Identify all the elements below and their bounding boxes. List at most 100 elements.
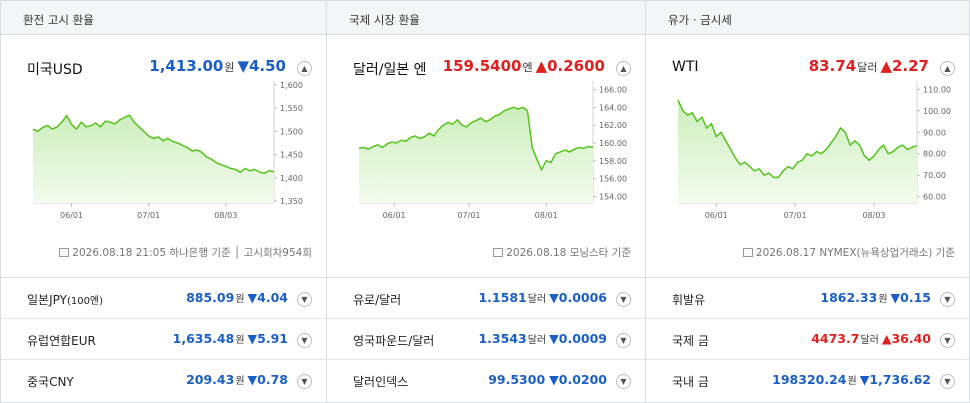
column-exchange-posted: 환전 고시 환율 미국USD 1,413.00원 ▼4.50 ▲ 1,600 1,5… [1, 1, 326, 402]
y-tick-label: 160.00 [599, 139, 627, 148]
y-tick-label: 1,500 [280, 127, 303, 136]
column-header: 국제 시장 환율 [327, 1, 645, 35]
chevron-down-icon[interactable]: ▼ [297, 333, 312, 348]
y-tick-label: 1,450 [280, 151, 303, 160]
row-name: 휘발유 [672, 293, 706, 307]
x-tick-label: 06/01 [60, 211, 83, 220]
row-value: 198320.24 [772, 372, 847, 387]
source-name: 하나은행 기준 [169, 247, 231, 259]
row-unit: 달러 [527, 294, 547, 305]
chevron-down-icon[interactable]: ▼ [297, 374, 312, 389]
y-tick-label: 158.00 [599, 157, 627, 166]
document-icon [742, 248, 753, 257]
quote-name: 달러/일본 엔 [353, 62, 427, 78]
list-item[interactable]: 국제 금 4473.7달러 ▲36.40 ▼ [646, 319, 969, 360]
source-name: 모닝스타 기준 [569, 247, 631, 259]
y-tick-label: 1,600 [280, 81, 303, 90]
list-item[interactable]: 유로/달러 1.1581달러 ▼0.0006 ▼ [327, 278, 645, 319]
main-quote[interactable]: 달러/일본 엔 159.5400엔 ▲0.2600 ▲ 166.00 164.00 1… [327, 35, 645, 278]
list-item[interactable]: 일본JPY(100엔) 885.09원 ▼4.04 ▼ [1, 278, 326, 319]
y-tick-label: 80.00 [923, 150, 946, 159]
chevron-up-icon[interactable]: ▲ [940, 61, 955, 76]
row-unit: 달러 [527, 335, 547, 346]
y-tick-label: 1,550 [280, 104, 303, 113]
source-line: 2026.08.17 NYMEX(뉴욕상업거래소) 기준 [742, 245, 955, 260]
source-date: 2026.08.17 [755, 247, 817, 259]
main-quote[interactable]: 미국USD 1,413.00원 ▼4.50 ▲ 1,600 1,550 1,500 1,… [1, 35, 326, 278]
row-value: 209.43 [186, 372, 235, 387]
list-item[interactable]: 국내 금 198320.24원 ▼1,736.62 ▼ [646, 360, 969, 401]
row-value: 4473.7 [811, 331, 860, 346]
row-change: ▼0.15 [890, 290, 931, 305]
x-tick-label: 07/01 [137, 211, 160, 220]
list-item[interactable]: 휘발유 1862.33원 ▼0.15 ▼ [646, 278, 969, 319]
row-value-group: 1.1581달러 ▼0.0006 [478, 290, 607, 305]
quote-value-group: 1,413.00원 ▼4.50 [149, 57, 286, 75]
y-tick-label: 110.00 [923, 85, 951, 94]
row-name: 중국CNY [27, 373, 74, 390]
row-unit: 원 [235, 294, 245, 305]
y-tick-label: 164.00 [599, 103, 627, 112]
list-item[interactable]: 달러인덱스 99.5300 ▼0.0200 ▼ [327, 360, 645, 401]
chevron-down-icon[interactable]: ▼ [616, 374, 631, 389]
row-change: ▼0.0200 [549, 372, 607, 387]
row-name: 유럽연합EUR [27, 332, 96, 349]
series-line [32, 114, 275, 174]
document-icon [493, 248, 504, 257]
row-value-group: 1862.33원 ▼0.15 [820, 290, 931, 305]
column-international-market: 국제 시장 환율 달러/일본 엔 159.5400엔 ▲0.2600 ▲ 166.… [326, 1, 645, 402]
chevron-up-icon[interactable]: ▲ [297, 61, 312, 76]
quote-change: ▲2.27 [880, 57, 929, 75]
quote-name: 미국USD [27, 62, 83, 78]
chevron-down-icon[interactable]: ▼ [940, 374, 955, 389]
x-tick-label: 07/01 [457, 211, 480, 220]
chevron-down-icon[interactable]: ▼ [297, 292, 312, 307]
chevron-down-icon[interactable]: ▼ [940, 292, 955, 307]
x-tick-label: 06/01 [383, 211, 406, 220]
row-name-text: 일본JPY [27, 293, 67, 307]
quote-value: 159.5400 [442, 57, 522, 75]
x-tick-label: 08/01 [535, 211, 558, 220]
row-change: ▼0.0006 [549, 290, 607, 305]
quote-unit: 원 [224, 61, 235, 74]
list-item[interactable]: 중국CNY 209.43원 ▼0.78 ▼ [1, 360, 326, 401]
source-line: 2026.08.18 모닝스타 기준 [493, 245, 631, 260]
chevron-down-icon[interactable]: ▼ [616, 333, 631, 348]
row-name: 영국파운드/달러 [353, 334, 435, 348]
row-change: ▼4.04 [247, 290, 288, 305]
chart-wti: 110.00 100.00 90.00 80.00 70.00 60.00 06/01 07/… [646, 79, 969, 239]
column-oil-gold: 유가 · 금시세 WTI 83.74달러 ▲2.27 ▲ 110.00 100.00… [645, 1, 969, 402]
quote-name: WTI [672, 59, 699, 75]
chevron-up-icon[interactable]: ▲ [616, 61, 631, 76]
series-line [677, 99, 918, 179]
row-change: ▼0.0009 [549, 331, 607, 346]
y-tick-label: 70.00 [923, 171, 946, 180]
main-quote[interactable]: WTI 83.74달러 ▲2.27 ▲ 110.00 100.00 90.00 80.0… [646, 35, 969, 278]
list-item[interactable]: 유럽연합EUR 1,635.48원 ▼5.91 ▼ [1, 319, 326, 360]
row-unit: 원 [235, 376, 245, 387]
row-value: 1,635.48 [172, 331, 235, 346]
row-change: ▲36.40 [881, 331, 931, 346]
quote-value-group: 83.74달러 ▲2.27 [809, 57, 929, 75]
y-tick-label: 90.00 [923, 128, 946, 137]
row-name: 일본JPY(100엔) [27, 291, 103, 308]
chevron-down-icon[interactable]: ▼ [940, 333, 955, 348]
row-value-group: 1.3543달러 ▼0.0009 [478, 331, 607, 346]
chart-usd: 1,600 1,550 1,500 1,450 1,400 1,350 06/01 07/01… [1, 79, 326, 239]
quote-value: 1,413.00 [149, 57, 224, 75]
y-tick-label: 162.00 [599, 121, 627, 130]
y-tick-label: 100.00 [923, 107, 951, 116]
source-line: 2026.08.18 21:05 하나은행 기준 │ 고시회차954회 [59, 245, 312, 260]
row-change: ▼5.91 [247, 331, 288, 346]
quote-value: 83.74 [808, 57, 857, 75]
y-tick-label: 1,350 [280, 197, 303, 206]
chevron-down-icon[interactable]: ▼ [616, 292, 631, 307]
source-name: NYMEX(뉴욕상업거래소) 기준 [819, 247, 955, 259]
quote-value-group: 159.5400엔 ▲0.2600 [443, 57, 605, 75]
y-tick-label: 60.00 [923, 193, 946, 202]
row-name: 국제 금 [672, 334, 709, 348]
row-name: 달러인덱스 [353, 375, 409, 389]
list-item[interactable]: 영국파운드/달러 1.3543달러 ▼0.0009 ▼ [327, 319, 645, 360]
quote-change: ▼4.50 [237, 57, 286, 75]
source-date: 2026.08.18 21:05 [72, 247, 166, 259]
